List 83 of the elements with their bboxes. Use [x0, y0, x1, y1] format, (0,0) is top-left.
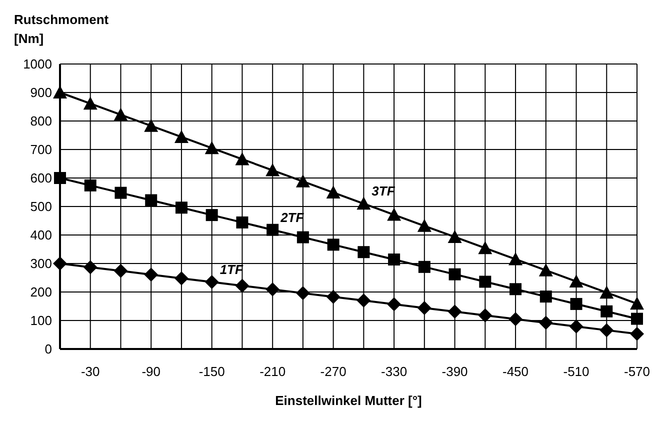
point: [296, 286, 310, 300]
point: [114, 186, 127, 199]
y-tick-label: 100: [30, 313, 52, 328]
y-axis-title: Rutschmoment [Nm]: [14, 11, 110, 48]
point: [356, 196, 371, 210]
point: [448, 230, 462, 243]
point: [540, 290, 552, 303]
point: [83, 96, 98, 110]
x-tick-label: -450: [502, 364, 529, 380]
point: [54, 172, 66, 184]
point: [448, 304, 462, 319]
point: [266, 224, 279, 236]
point: [600, 305, 613, 318]
point: [630, 326, 644, 341]
point: [266, 163, 280, 176]
y-tick-label: 300: [30, 256, 52, 272]
point: [479, 276, 492, 288]
point: [204, 275, 219, 290]
point: [145, 194, 158, 206]
point: [53, 86, 67, 98]
point: [53, 256, 67, 270]
point: [296, 231, 309, 244]
point: [144, 118, 158, 132]
point: [83, 260, 98, 274]
point: [174, 130, 188, 143]
point: [296, 174, 310, 188]
point: [356, 294, 371, 308]
point: [326, 290, 340, 304]
x-tick-label: -270: [320, 364, 346, 380]
point: [358, 246, 370, 258]
point: [418, 260, 430, 273]
point: [174, 271, 188, 286]
point: [388, 254, 400, 266]
point: [448, 268, 461, 280]
x-tick-label: -30: [80, 364, 100, 380]
y-tick-label: 600: [30, 170, 52, 186]
point: [570, 298, 582, 310]
x-tick-label: -510: [563, 364, 590, 380]
y-tick-label: 200: [30, 284, 52, 300]
point: [236, 216, 248, 228]
point: [204, 141, 219, 154]
y-tick-label: 0: [44, 342, 52, 357]
point: [175, 202, 188, 214]
point: [206, 209, 218, 222]
point: [266, 282, 280, 296]
point: [84, 179, 96, 192]
point: [235, 278, 250, 293]
y-tick-label: 400: [30, 228, 52, 243]
y-tick-label: 500: [30, 199, 52, 214]
point: [114, 108, 128, 121]
point: [631, 312, 643, 325]
point: [569, 319, 584, 334]
point: [326, 186, 340, 199]
point: [417, 300, 432, 315]
point: [387, 208, 402, 221]
point: [478, 241, 492, 254]
x-tick-label: -90: [142, 364, 161, 380]
y-tick-label: 700: [30, 142, 52, 158]
y-tick-label: 800: [30, 114, 52, 129]
point: [630, 296, 644, 310]
point: [510, 283, 522, 296]
y-tick-label: 900: [30, 85, 52, 100]
point: [417, 218, 432, 232]
x-tick-label: -390: [442, 364, 468, 380]
x-tick-label: -570: [624, 364, 650, 380]
point: [508, 312, 523, 326]
y-tick-label: 1000: [23, 56, 52, 72]
point: [538, 263, 553, 276]
point: [538, 316, 553, 330]
point: [478, 308, 492, 322]
point: [600, 286, 614, 299]
point: [508, 252, 523, 266]
point: [114, 264, 128, 278]
point: [144, 268, 158, 282]
point: [387, 297, 402, 312]
point: [569, 274, 584, 288]
x-tick-label: -150: [198, 364, 225, 380]
x-tick-label: -210: [260, 364, 286, 380]
point: [600, 323, 614, 338]
point: [235, 152, 250, 166]
x-tick-label: -330: [381, 364, 408, 380]
point: [327, 238, 340, 251]
x-axis-title: Einstellwinkel Mutter [°]: [275, 393, 422, 408]
